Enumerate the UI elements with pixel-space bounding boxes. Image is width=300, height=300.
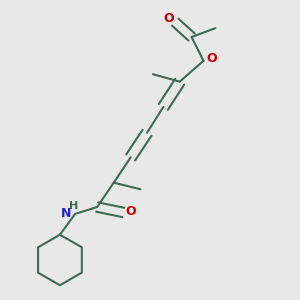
Text: H: H: [69, 202, 78, 212]
Text: O: O: [206, 52, 217, 65]
Text: O: O: [126, 205, 136, 218]
Text: O: O: [164, 12, 174, 25]
Text: N: N: [61, 207, 71, 220]
